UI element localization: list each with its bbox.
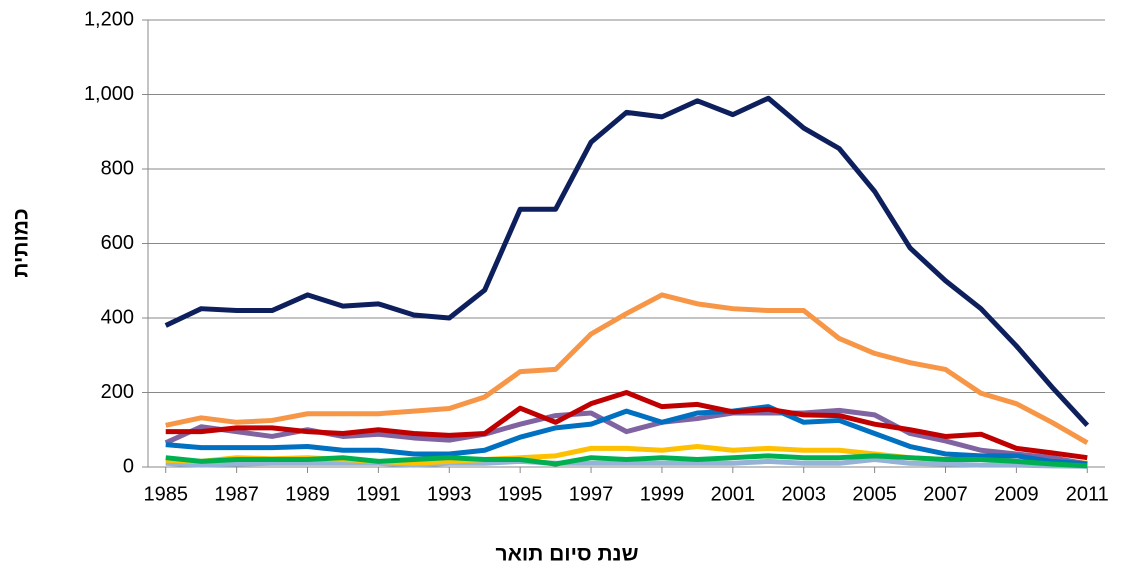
x-tick-label: 2007 [923,483,968,505]
y-tick-label: 600 [101,232,134,254]
series-line [165,453,1088,469]
y-axis-label: כמותית [10,208,33,277]
y-tick-label: 200 [101,381,134,403]
x-tick-label: 1997 [569,483,614,505]
y-tick-label: 1,200 [84,8,134,30]
x-tick-label: 1995 [498,483,543,505]
x-tick-label: 1999 [640,483,685,505]
x-tick-label: 1993 [427,483,472,505]
x-tick-label: 2005 [852,483,897,505]
x-axis-label: שנת סיום תואר [495,543,638,566]
x-tick-label: 1989 [285,483,330,505]
series-line [164,95,1090,427]
x-tick-label: 1985 [143,483,188,505]
series-line [165,404,1088,467]
y-tick-label: 400 [101,306,134,328]
series-line [165,457,1088,469]
series-line [165,390,1088,461]
x-tick-label: 2003 [781,483,826,505]
x-tick-label: 2011 [1066,483,1109,505]
y-tick-label: 1,000 [84,83,134,105]
series-line [165,292,1089,445]
x-tick-label: 2001 [711,483,756,505]
x-tick-label: 1991 [356,483,401,505]
y-tick-label: 0 [123,455,134,477]
y-tick-label: 800 [101,157,134,179]
x-tick-label: 1987 [214,483,259,505]
x-tick-label: 2009 [994,483,1039,505]
